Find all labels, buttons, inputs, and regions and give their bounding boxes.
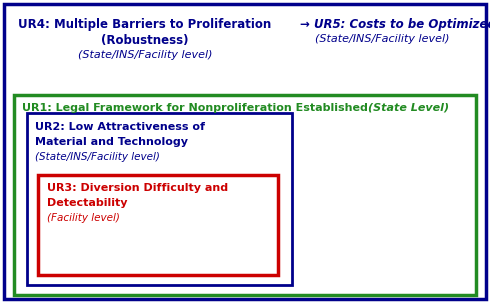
Bar xyxy=(38,175,278,275)
Text: (Facility level): (Facility level) xyxy=(47,213,120,223)
Text: UR3: Diversion Difficulty and: UR3: Diversion Difficulty and xyxy=(47,183,228,193)
Bar xyxy=(14,95,476,295)
Text: (State Level): (State Level) xyxy=(368,103,449,113)
Text: (Robustness): (Robustness) xyxy=(101,34,189,47)
Text: UR1: Legal Framework for Nonproliferation Established: UR1: Legal Framework for Nonproliferatio… xyxy=(22,103,372,113)
Bar xyxy=(27,113,292,285)
Text: Detectability: Detectability xyxy=(47,198,127,208)
Text: (State/INS/Facility level): (State/INS/Facility level) xyxy=(78,50,212,60)
Text: Material and Technology: Material and Technology xyxy=(35,137,188,147)
Text: (State/INS/Facility level): (State/INS/Facility level) xyxy=(315,34,449,44)
Text: → UR5: Costs to be Optimized: → UR5: Costs to be Optimized xyxy=(300,18,490,31)
Text: UR4: Multiple Barriers to Proliferation: UR4: Multiple Barriers to Proliferation xyxy=(19,18,271,31)
Text: (State/INS/Facility level): (State/INS/Facility level) xyxy=(35,152,160,162)
Text: UR2: Low Attractiveness of: UR2: Low Attractiveness of xyxy=(35,122,205,132)
